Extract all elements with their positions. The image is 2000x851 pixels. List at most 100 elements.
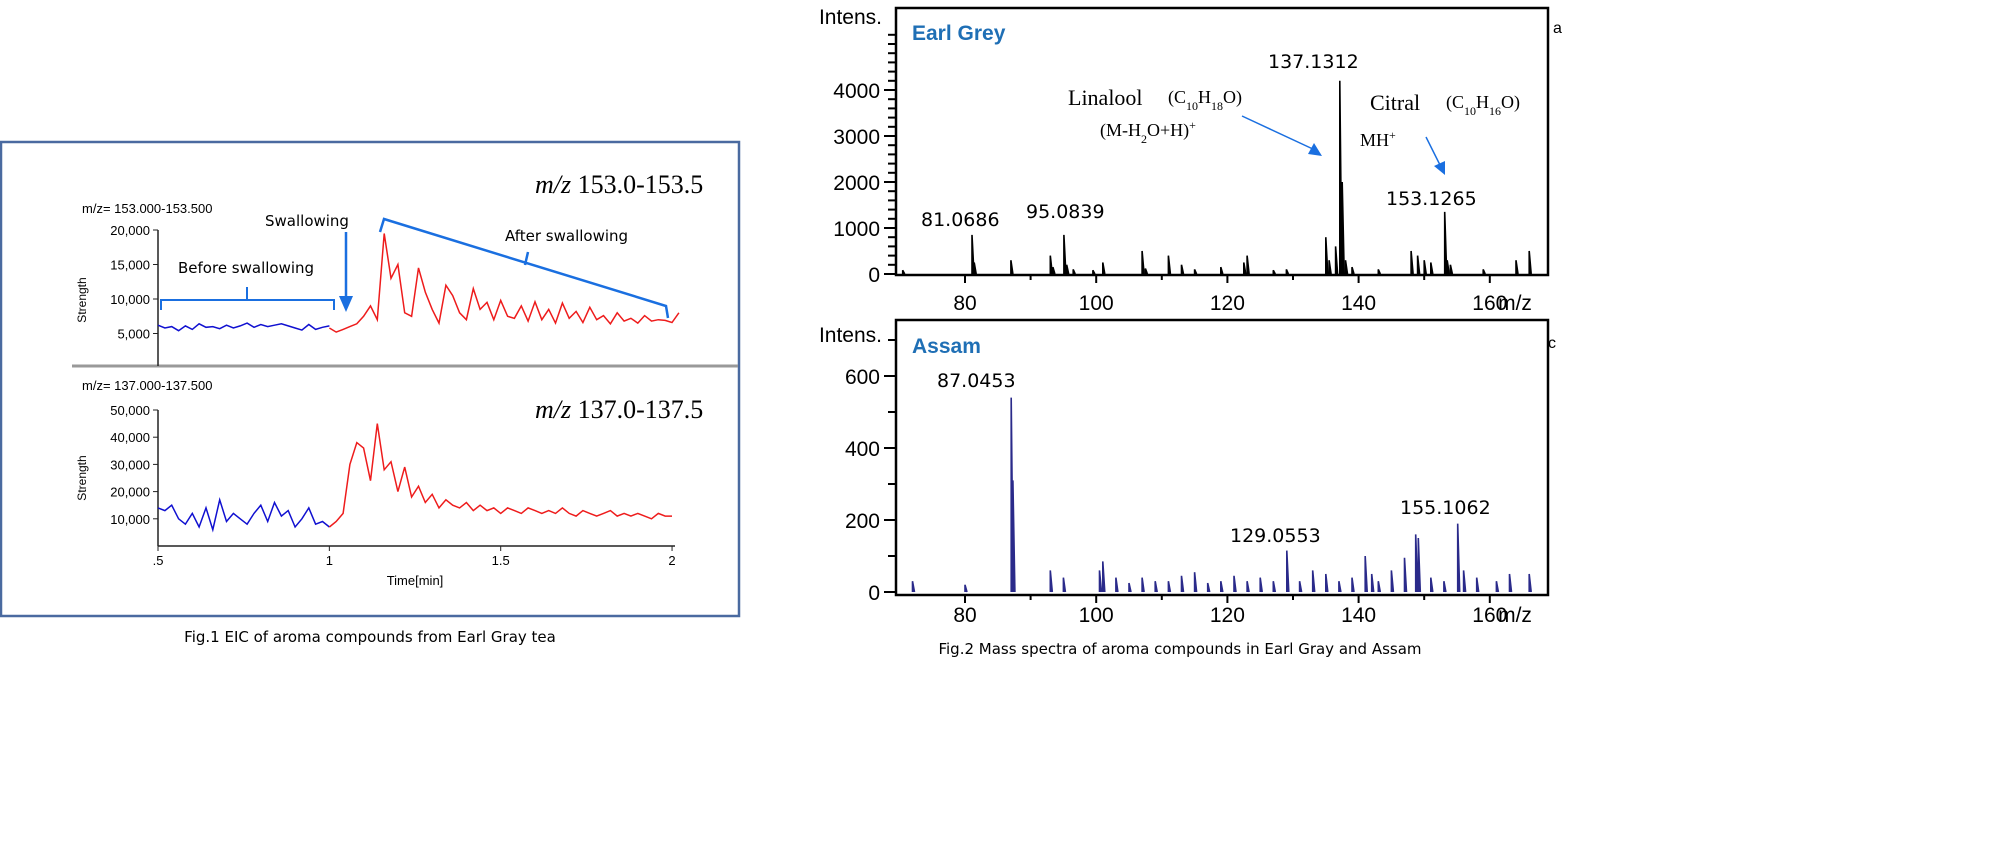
earl-grey-peak (1049, 255, 1054, 275)
eic2-range-label: m/z= 137.000-137.500 (82, 378, 212, 393)
earl-grey-ytick-label: 3000 (833, 126, 880, 149)
assam-peak (1233, 575, 1237, 593)
earl-grey-peak (1243, 262, 1247, 275)
assam-peak (1414, 534, 1419, 593)
earl-grey-peak (1328, 260, 1332, 275)
eic2-ytick-label: 10,000 (110, 512, 150, 527)
swallowing-label: Swallowing (265, 212, 349, 230)
earl-grey-peak (1052, 266, 1056, 275)
eic2-mz-label: m/z 137.0-137.5 (535, 395, 703, 424)
assam-ytick-label: 400 (845, 438, 880, 461)
assam-peak (1272, 581, 1277, 593)
assam-peak (1102, 561, 1106, 593)
earl-grey-peak (1416, 255, 1421, 275)
earl-grey-xtick-label: 160 (1472, 292, 1507, 315)
earl-grey-ytick-label: 4000 (833, 80, 880, 103)
earl-grey-xtick-label: 120 (1210, 292, 1245, 315)
assam-ylabel: Intens. (819, 324, 882, 347)
earl-grey-peak (1339, 80, 1343, 275)
earl-grey-xtick-label: 140 (1341, 292, 1376, 315)
assam-peak (1528, 573, 1532, 593)
earl-grey-peak (1325, 237, 1329, 275)
assam-peak (1370, 573, 1375, 593)
linalool-arrow (1241, 115, 1322, 156)
earl-grey-peak (973, 262, 977, 275)
before-swallowing-bracket (160, 287, 335, 310)
earl-grey-ytick-label: 1000 (833, 218, 880, 241)
eic2-ytick-label: 50,000 (110, 403, 150, 418)
earl-grey-peak (1180, 264, 1185, 275)
earl-grey-peak (1220, 266, 1224, 275)
earl-grey-peak (1446, 260, 1450, 275)
edge-glyph-c: c (1548, 335, 1556, 352)
assam-peak (1495, 581, 1500, 593)
assam-xlabel: m/z (1498, 604, 1532, 627)
earl-grey-peak (1193, 269, 1198, 275)
eic2-trace-before (157, 496, 330, 533)
earl-grey-title: Earl Grey (912, 22, 1006, 45)
earl-grey-peak (1072, 269, 1076, 275)
linalool-formula: (C10H18O) (1168, 87, 1242, 113)
peak-label-81: 81.0686 (921, 209, 1000, 231)
earl-grey-peak (1341, 181, 1345, 275)
earl-grey-peak (1423, 260, 1427, 275)
assam-peak (1193, 572, 1198, 593)
fig2-caption: Fig.2 Mass spectra of aroma compounds in… (938, 640, 1421, 658)
assam-peak (1338, 581, 1342, 593)
after-swallowing-bracket (378, 217, 670, 319)
earl-grey-peak (1528, 250, 1532, 275)
assam-peak (1049, 570, 1054, 593)
eic1-range-label: m/z= 153.000-153.500 (82, 201, 212, 216)
earl-grey-peak (1092, 269, 1096, 275)
earl-grey-peak (1430, 262, 1434, 275)
eic2-ylabel: Strength (75, 455, 89, 500)
earl-grey-peak (1443, 211, 1448, 275)
linalool-label: Linalool (1068, 85, 1143, 110)
earl-grey-ylabel: Intens. (819, 6, 882, 29)
before-swallowing-label: Before swallowing (178, 259, 314, 277)
earl-grey-peak (1410, 250, 1414, 275)
assam-peak (1259, 577, 1263, 593)
assam-peak (1462, 570, 1467, 593)
assam-peak (1430, 577, 1434, 593)
eic1-ytick-label: 15,000 (110, 258, 150, 273)
earl-grey-peak (1334, 246, 1339, 275)
assam-peak (1475, 577, 1480, 593)
assam-peak (964, 584, 968, 593)
assam-peak (911, 581, 916, 593)
eic2-ytick-label: 30,000 (110, 457, 150, 472)
fig1-frame (0, 140, 741, 618)
assam-peak (1351, 577, 1355, 593)
assam-peak (1141, 577, 1145, 593)
earl-grey-peak (1449, 264, 1454, 275)
peak-label-137: 137.1312 (1268, 51, 1359, 73)
assam-xtick-label: 160 (1472, 604, 1507, 627)
assam-peak (1443, 581, 1447, 593)
eic2-ytick-label: 40,000 (110, 430, 150, 445)
eic1-trace-after (329, 233, 680, 333)
assam-xtick-label: 100 (1079, 604, 1114, 627)
eic1-trace-before (157, 322, 330, 332)
assam-peak (1311, 570, 1316, 593)
fig1-caption: Fig.1 EIC of aroma compounds from Earl G… (184, 628, 556, 646)
assam-peak (1062, 577, 1067, 593)
after-swallowing-label: After swallowing (505, 227, 628, 245)
earl-grey-plot-frame (894, 6, 1550, 277)
swallowing-arrow (339, 232, 353, 312)
peak-label-95: 95.0839 (1026, 201, 1105, 223)
assam-peak (1403, 557, 1408, 593)
earl-grey-xlabel: m/z (1498, 292, 1532, 315)
assam-peak (1325, 573, 1329, 593)
earl-grey-peak (1144, 268, 1149, 275)
edge-glyph-a: a (1553, 20, 1562, 37)
earl-grey-peak (1141, 250, 1145, 275)
eic-xtick-label: 1.5 (492, 553, 510, 568)
assam-peak (1220, 581, 1224, 593)
eic2-ytick-label: 20,000 (110, 485, 150, 500)
assam-peak (1098, 570, 1103, 593)
eic-xtick-label: .5 (153, 553, 164, 568)
assam-peak (1154, 581, 1158, 593)
earl-grey-peak (1272, 269, 1277, 275)
peak-label-153: 153.1265 (1386, 188, 1477, 210)
eic-xtick-label: 1 (326, 553, 333, 568)
